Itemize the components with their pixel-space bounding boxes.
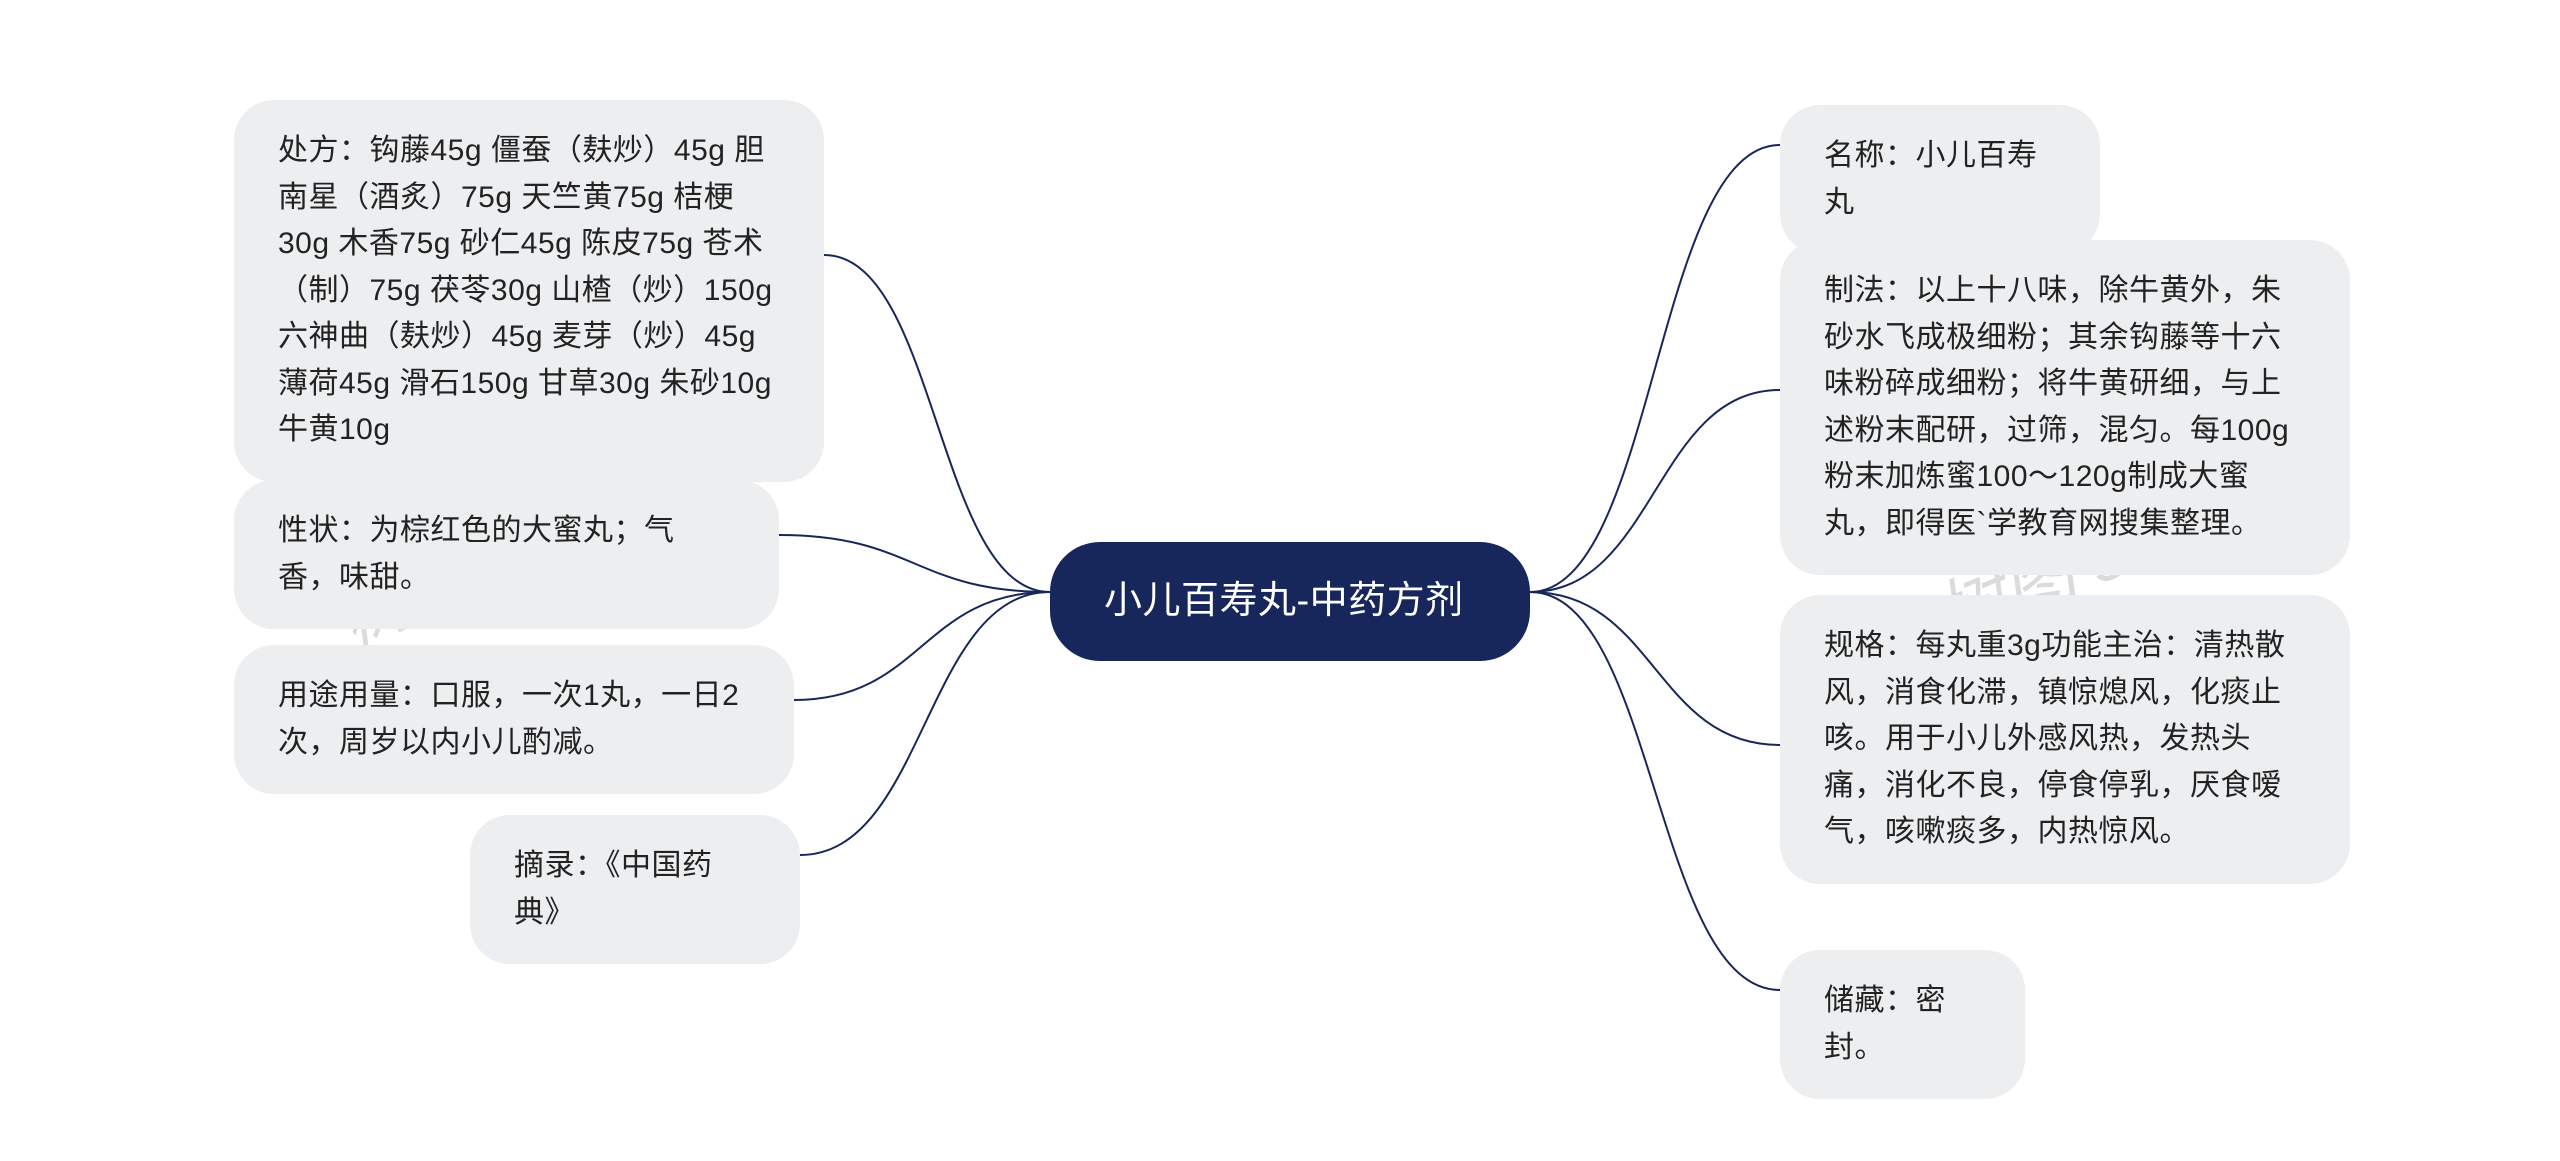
node-method: 制法：以上十八味，除牛黄外，朱砂水飞成极细粉；其余钩藤等十六味粉碎成细粉；将牛黄… (1780, 240, 2350, 575)
node-storage: 储藏：密封。 (1780, 950, 2025, 1099)
mindmap-canvas: 树图 shutu.cn 树图 shutu.cn 小儿百寿丸-中药方剂 处方：钩藤… (0, 0, 2560, 1161)
node-prescription: 处方：钩藤45g 僵蚕（麸炒）45g 胆南星（酒炙）75g 天竺黄75g 桔梗3… (234, 100, 824, 482)
node-name: 名称：小儿百寿丸 (1780, 105, 2100, 254)
node-excerpt: 摘录：《中国药典》 (470, 815, 800, 964)
node-appearance: 性状：为棕红色的大蜜丸；气香，味甜。 (234, 480, 779, 629)
center-node: 小儿百寿丸-中药方剂 (1050, 542, 1530, 661)
node-spec: 规格：每丸重3g功能主治：清热散风，消食化滞，镇惊熄风，化痰止咳。用于小儿外感风… (1780, 595, 2350, 884)
node-dosage: 用途用量：口服，一次1丸，一日2次，周岁以内小儿酌减。 (234, 645, 794, 794)
